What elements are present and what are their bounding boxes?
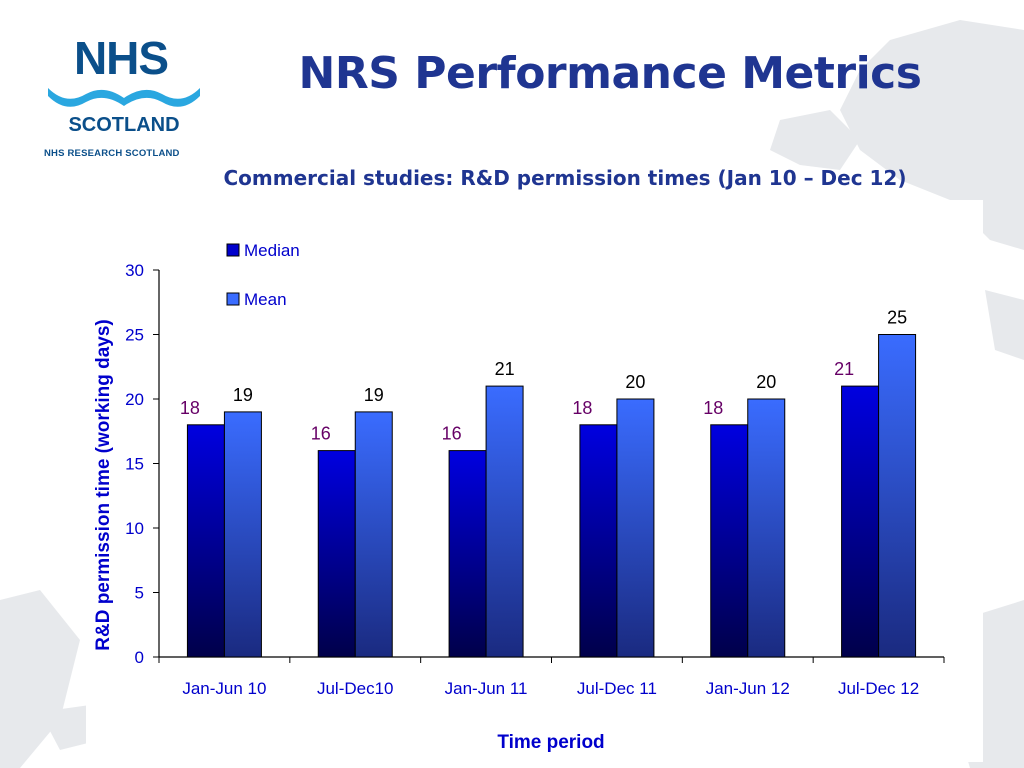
data-label-median: 21 bbox=[834, 359, 854, 379]
y-tick-label: 0 bbox=[135, 648, 144, 667]
bar-median bbox=[710, 424, 749, 658]
data-label-median: 16 bbox=[442, 424, 462, 444]
data-label-mean: 20 bbox=[625, 372, 645, 392]
bar-median bbox=[317, 450, 356, 658]
data-label-mean: 20 bbox=[756, 372, 776, 392]
x-tick-label: Jul-Dec10 bbox=[317, 679, 394, 698]
data-label-mean: 25 bbox=[887, 308, 907, 328]
bar-chart: 0 5 10 15 20 25 30 Jan-Jun 10 Jul-Dec10 Jan-Jun 1… bbox=[93, 241, 945, 753]
bar-mean bbox=[223, 411, 262, 658]
legend-label-median: Median bbox=[244, 241, 300, 260]
data-label-mean: 21 bbox=[495, 359, 515, 379]
legend-swatch-median bbox=[226, 243, 240, 257]
x-tick-label: Jan-Jun 12 bbox=[706, 679, 790, 698]
logo-wave-icon bbox=[48, 88, 200, 107]
logo-scotland-text: SCOTLAND bbox=[68, 114, 180, 136]
logo-subtitle: NHS RESEARCH SCOTLAND bbox=[44, 148, 180, 159]
chart-subtitle: Commercial studies: R&D permission times… bbox=[223, 166, 907, 190]
data-label-median: 16 bbox=[311, 424, 331, 444]
slide-title: NRS Performance Metrics bbox=[298, 48, 922, 99]
y-tick-label: 30 bbox=[125, 261, 144, 280]
legend-swatch-mean bbox=[226, 292, 240, 306]
x-tick-label: Jul-Dec 11 bbox=[577, 679, 657, 698]
bar-median bbox=[841, 385, 880, 658]
bar-median bbox=[579, 424, 618, 658]
x-tick-label: Jan-Jun 11 bbox=[445, 679, 528, 698]
data-label-mean: 19 bbox=[233, 385, 253, 405]
y-tick-label: 25 bbox=[125, 326, 144, 345]
bar-mean bbox=[354, 411, 393, 658]
y-tick-label: 20 bbox=[125, 390, 144, 409]
bar-median bbox=[186, 424, 225, 658]
data-label-median: 18 bbox=[703, 398, 723, 418]
bar-median bbox=[448, 450, 487, 658]
data-label-median: 18 bbox=[572, 398, 592, 418]
y-axis-title: R&D permission time (working days) bbox=[93, 319, 114, 651]
bar-mean bbox=[878, 334, 917, 658]
logo-nhs-wordmark: NHS bbox=[73, 32, 169, 84]
y-tick-label: 5 bbox=[135, 584, 144, 603]
nhs-scotland-logo: NHS SCOTLAND NHS RESEARCH SCOTLAND bbox=[44, 34, 204, 164]
y-tick-label: 15 bbox=[125, 455, 144, 474]
bar-mean bbox=[485, 385, 524, 658]
x-axis-title: Time period bbox=[497, 732, 604, 753]
y-tick-label: 10 bbox=[125, 519, 144, 538]
bar-mean bbox=[747, 398, 786, 658]
data-label-median: 18 bbox=[180, 398, 200, 418]
data-label-mean: 19 bbox=[364, 385, 384, 405]
x-tick-label: Jan-Jun 10 bbox=[182, 679, 266, 698]
chart-panel: 0 5 10 15 20 25 30 Jan-Jun 10 Jul-Dec10 Jan-Jun 1… bbox=[86, 200, 983, 762]
legend-label-mean: Mean bbox=[244, 290, 287, 309]
x-tick-label: Jul-Dec 12 bbox=[838, 679, 919, 698]
bar-mean bbox=[616, 398, 655, 658]
